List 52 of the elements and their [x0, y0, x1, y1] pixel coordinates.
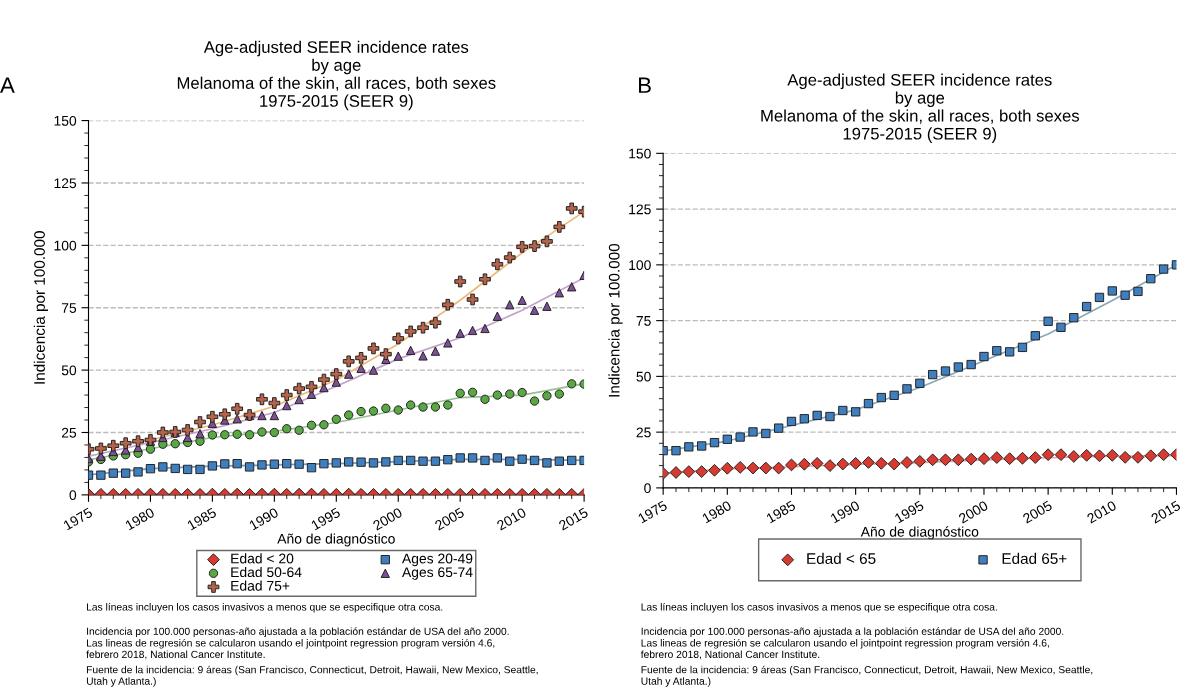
y-axis-title: Indicencia por 100.000: [608, 243, 623, 397]
y-tick-label: 0: [644, 483, 651, 494]
x-tick-label: 1985: [186, 507, 217, 531]
y-tick-label: 75: [636, 316, 651, 326]
text: Las líneas incluyen los casos invasivos a menos que se especifique otra cosa.: [86, 602, 443, 613]
x-tick-label: 1975: [62, 507, 94, 531]
y-tick-label: 50: [61, 365, 77, 376]
x-tick-label: 1990: [829, 500, 861, 524]
legend-label: Edad 75+: [231, 580, 290, 591]
legend-label: Ages 65-74: [402, 567, 473, 580]
y-tick-label: 100: [54, 240, 77, 251]
y-tick-label: 150: [629, 148, 651, 159]
x-tick-label: 1975: [637, 500, 668, 524]
x-tick-label: 1985: [765, 500, 797, 524]
text: Incidencia por 100.000 personas-año ajustada a la población estándar de USA del año 2000. Las lineas de regresión se calcularon usando el jointpoint regression program versión 4.6, febrero 2018, National Cancer Institute.: [640, 627, 1064, 660]
text: Las líneas incluyen los casos invasivos a menos que se especifique otra cosa.: [641, 602, 997, 613]
source-note: Fuente de la incidencia: 9 áreas (San Francisco, Connecticut, Detroit, Hawaii, New Mexico, Seattle, Utah y Atlanta.): [86, 665, 538, 687]
source-note: Fuente de la incidencia: 9 áreas (San Francisco, Connecticut, Detroit, Hawaii, New Mexico, Seattle, Utah y Atlanta.): [641, 665, 1093, 687]
y-tick-label: 125: [54, 178, 77, 189]
x-tick-label: 1990: [248, 507, 279, 531]
text: A: [0, 77, 15, 93]
y-tick-label: 25: [61, 427, 77, 438]
x-tick-label: 2010: [496, 507, 527, 531]
x-tick-label: 1995: [310, 507, 341, 531]
x-tick-label: 2005: [1022, 500, 1053, 524]
legend-label: Edad < 20: [231, 553, 294, 564]
x-axis-title: Año de diagnóstico: [860, 526, 979, 540]
y-axis-title: Indicencia por 100.000: [33, 231, 48, 384]
legend-label: Ages 20-49: [402, 553, 473, 567]
y-tick-label: 100: [629, 260, 651, 271]
y-tick-label: 0: [69, 490, 77, 501]
x-tick-label: 2000: [958, 500, 989, 524]
y-tick-label: 75: [61, 303, 77, 313]
legend-label: Edad < 65: [807, 552, 876, 564]
chart-title: Age-adjusted SEER incidence rates by age Melanoma of the skin, all races, both sexes 1975-2015 (SEER 9): [177, 40, 496, 111]
y-tick-label: 125: [629, 204, 651, 215]
x-axis-title: Año de diagnóstico: [277, 533, 395, 547]
legend-label: Edad 50-64: [231, 566, 302, 578]
x-tick-label: 2010: [1086, 500, 1117, 524]
legend-label: Edad 65+: [1002, 552, 1067, 564]
x-tick-label: 2005: [434, 507, 465, 531]
y-tick-label: 50: [636, 371, 651, 382]
x-tick-label: 1995: [894, 500, 925, 524]
text: B: [639, 77, 651, 93]
y-tick-label: 150: [54, 115, 77, 126]
x-tick-label: 2015: [558, 507, 589, 531]
y-tick-label: 25: [636, 427, 651, 438]
text: Incidencia por 100.000 personas-año ajustada a la población estándar de USA del año 2000. Las lineas de regresión se calcularon usando el jointpoint regression program versión 4.6, febrero 2018, National Cancer Institute.: [86, 627, 509, 660]
chart-title: Age-adjusted SEER incidence rates by age Melanoma of the skin, all races, both sexes 1975-2015 (SEER 9): [761, 73, 1080, 143]
x-tick-label: 1980: [701, 500, 732, 524]
x-tick-label: 1980: [124, 507, 156, 531]
x-tick-label: 2000: [372, 507, 403, 531]
